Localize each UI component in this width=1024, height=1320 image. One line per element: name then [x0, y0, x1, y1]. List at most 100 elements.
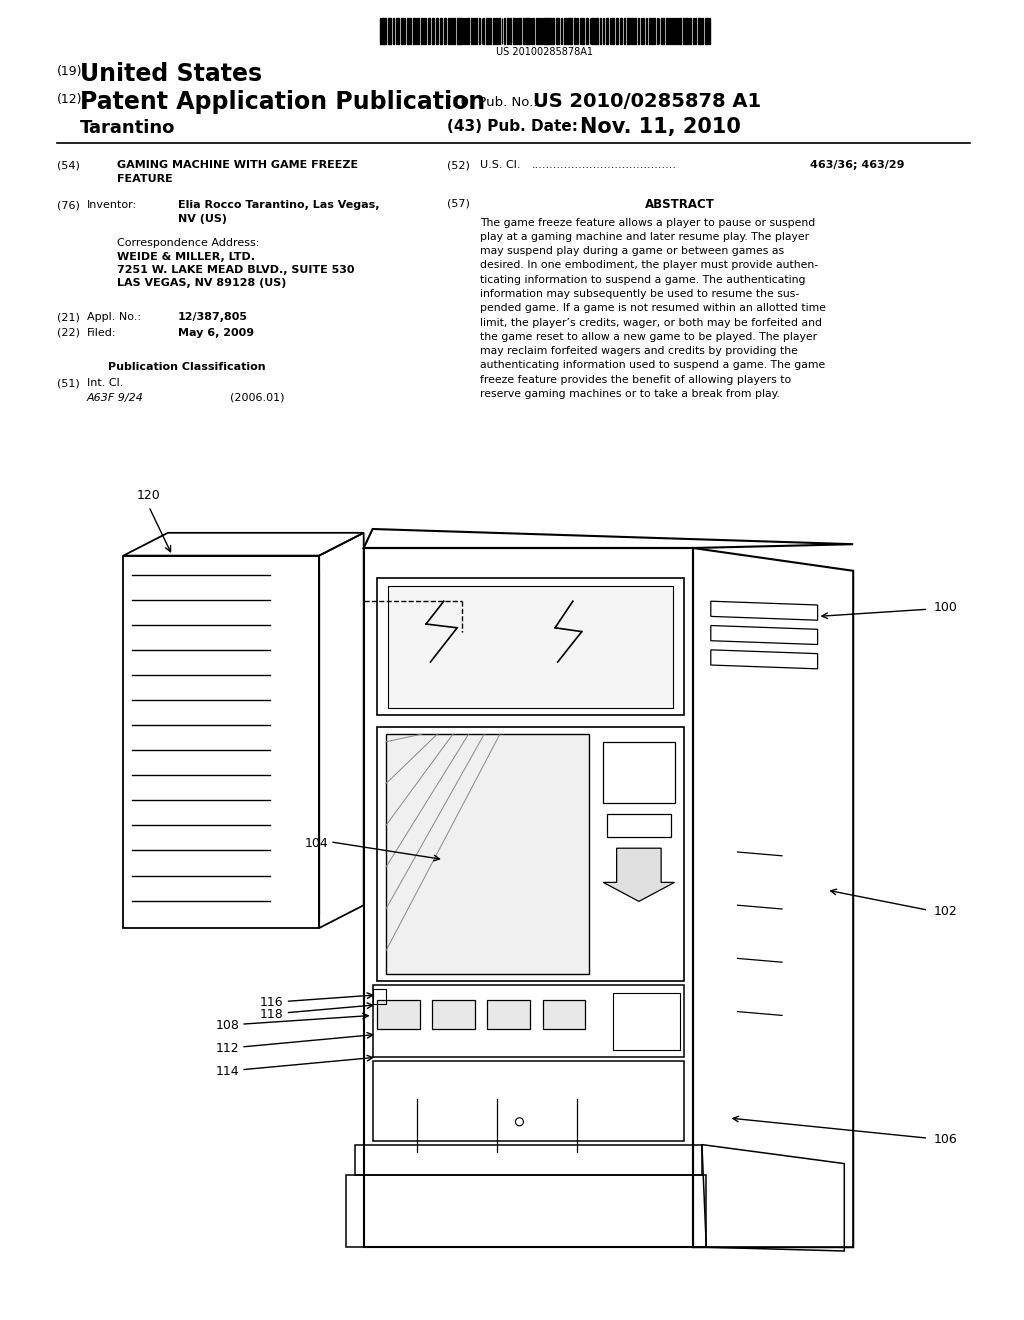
Text: (22): (22): [57, 327, 80, 338]
Bar: [383, 18, 386, 44]
Text: LAS VEGAS, NV 89128 (US): LAS VEGAS, NV 89128 (US): [117, 279, 287, 289]
Bar: [547, 18, 548, 44]
Bar: [392, 18, 394, 44]
Bar: [380, 18, 383, 44]
Text: pended game. If a game is not resumed within an allotted time: pended game. If a game is not resumed wi…: [480, 304, 826, 313]
Bar: [645, 18, 647, 44]
Bar: [486, 18, 488, 44]
Bar: [432, 18, 434, 44]
Text: (54): (54): [57, 160, 80, 170]
Text: (76): (76): [57, 201, 80, 210]
Bar: [672, 18, 674, 44]
Bar: [507, 18, 509, 44]
Text: (2006.01): (2006.01): [230, 392, 285, 403]
Text: (52): (52): [447, 160, 470, 170]
Bar: [666, 18, 668, 44]
Bar: [525, 18, 527, 44]
Text: NV (US): NV (US): [178, 214, 227, 223]
Text: play at a gaming machine and later resume play. The player: play at a gaming machine and later resum…: [480, 232, 809, 242]
Bar: [606, 18, 608, 44]
Bar: [570, 18, 572, 44]
Text: information may subsequently be used to resume the sus-: information may subsequently be used to …: [480, 289, 800, 300]
Bar: [685, 18, 688, 44]
Bar: [421, 18, 422, 44]
Bar: [504, 18, 505, 44]
Text: ........................................: ........................................: [532, 160, 677, 170]
Text: United States: United States: [80, 62, 262, 86]
Text: Tarantino: Tarantino: [80, 119, 175, 137]
Bar: [652, 18, 654, 44]
Text: US 20100285878A1: US 20100285878A1: [497, 48, 594, 57]
Text: the game reset to allow a new game to be played. The player: the game reset to allow a new game to be…: [480, 331, 817, 342]
Bar: [600, 18, 601, 44]
Bar: [702, 18, 703, 44]
Polygon shape: [432, 1001, 475, 1030]
Text: WEIDE & MILLER, LTD.: WEIDE & MILLER, LTD.: [117, 252, 255, 261]
Bar: [662, 18, 664, 44]
Polygon shape: [377, 1001, 420, 1030]
Bar: [615, 18, 618, 44]
Bar: [413, 18, 415, 44]
Bar: [537, 18, 538, 44]
Bar: [436, 18, 438, 44]
Bar: [396, 18, 399, 44]
Bar: [694, 18, 696, 44]
Text: 7251 W. LAKE MEAD BLVD., SUITE 530: 7251 W. LAKE MEAD BLVD., SUITE 530: [117, 265, 354, 275]
Text: (12): (12): [57, 92, 83, 106]
Bar: [428, 18, 430, 44]
Bar: [580, 18, 581, 44]
Text: A63F 9/24: A63F 9/24: [87, 392, 144, 403]
Text: 463/36; 463/29: 463/36; 463/29: [810, 160, 904, 170]
Bar: [389, 18, 390, 44]
Text: authenticating information used to suspend a game. The game: authenticating information used to suspe…: [480, 360, 825, 371]
Text: U.S. Cl.: U.S. Cl.: [480, 160, 520, 170]
Bar: [669, 18, 671, 44]
Text: Patent Application Publication: Patent Application Publication: [80, 90, 485, 114]
Text: (57): (57): [447, 198, 470, 209]
Text: 114: 114: [215, 1065, 239, 1078]
Polygon shape: [603, 849, 675, 902]
Bar: [460, 18, 462, 44]
Bar: [610, 18, 611, 44]
Text: 116: 116: [260, 997, 284, 1010]
Text: may suspend play during a game or between games as: may suspend play during a game or betwee…: [480, 246, 784, 256]
Text: FEATURE: FEATURE: [117, 173, 173, 183]
Bar: [595, 18, 598, 44]
Bar: [674, 18, 676, 44]
Bar: [624, 18, 626, 44]
Bar: [567, 18, 569, 44]
Bar: [443, 18, 446, 44]
Text: 106: 106: [933, 1133, 957, 1146]
Bar: [407, 18, 409, 44]
Bar: [410, 18, 412, 44]
Text: 102: 102: [933, 906, 957, 919]
Text: Appl. No.:: Appl. No.:: [87, 313, 141, 322]
Text: Filed:: Filed:: [87, 327, 117, 338]
Bar: [583, 18, 584, 44]
Text: may reclaim forfeited wagers and credits by providing the: may reclaim forfeited wagers and credits…: [480, 346, 798, 356]
Bar: [692, 18, 694, 44]
Text: 12/387,805: 12/387,805: [178, 313, 248, 322]
Bar: [458, 18, 459, 44]
Bar: [473, 18, 474, 44]
Bar: [574, 18, 575, 44]
Bar: [689, 18, 691, 44]
Bar: [656, 18, 657, 44]
Bar: [439, 18, 442, 44]
Text: 112: 112: [215, 1041, 239, 1055]
Bar: [471, 18, 472, 44]
Bar: [499, 18, 500, 44]
Bar: [556, 18, 559, 44]
Text: 118: 118: [260, 1007, 284, 1020]
Bar: [401, 18, 403, 44]
Bar: [611, 18, 613, 44]
Bar: [541, 18, 543, 44]
Bar: [679, 18, 681, 44]
Text: ABSTRACT: ABSTRACT: [645, 198, 715, 211]
Bar: [532, 18, 535, 44]
Bar: [467, 18, 469, 44]
Bar: [634, 18, 636, 44]
Text: 104: 104: [304, 837, 328, 850]
Text: freeze feature provides the benefit of allowing players to: freeze feature provides the benefit of a…: [480, 375, 792, 385]
Text: GAMING MACHINE WITH GAME FREEZE: GAMING MACHINE WITH GAME FREEZE: [117, 160, 358, 170]
